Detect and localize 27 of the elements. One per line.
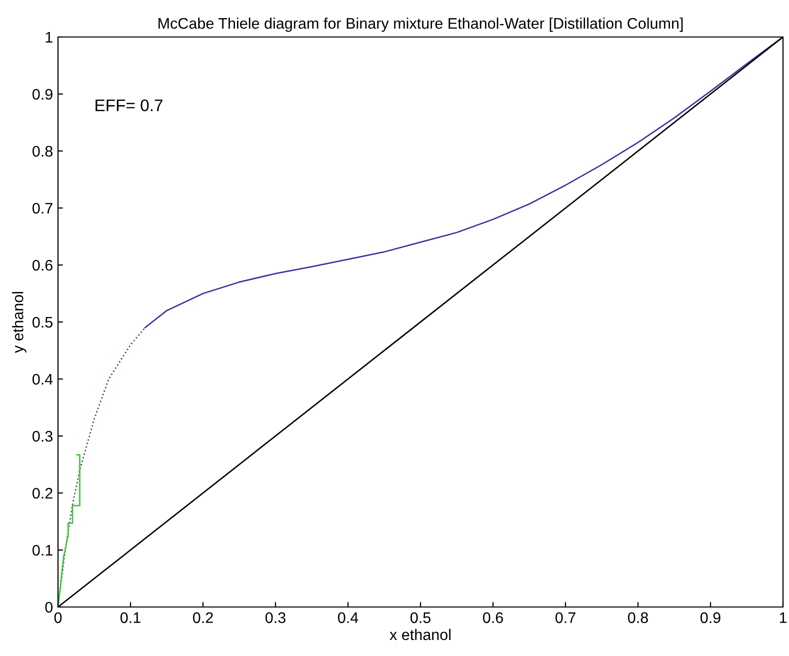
y-tick-label: 0.8 (32, 146, 52, 157)
y-tick-label: 0.4 (32, 374, 53, 385)
chart-title: McCabe Thiele diagram for Binary mixture Ethanol-Water [Distillation Column] (158, 18, 683, 32)
x-tick-label: 0.4 (338, 612, 358, 624)
annotation: EFF= 0.7 (96, 99, 162, 112)
y-tick-label: 0.1 (32, 544, 52, 556)
x-tick-label: 0.8 (628, 612, 648, 624)
x-tick-label: 0.6 (482, 612, 503, 624)
x-tick-label: 0.2 (192, 612, 213, 624)
x-tick-label: 1 (780, 612, 787, 623)
line-series (58, 454, 80, 607)
y-tick-label: 0.6 (32, 260, 52, 271)
y-axis-title: y ethanol (12, 292, 26, 353)
y-tick-label: 1 (46, 32, 52, 43)
y-tick-label: 0.3 (32, 430, 52, 442)
y-tick-label: 0 (45, 602, 53, 613)
x-tick-label: 0.1 (120, 612, 140, 624)
y-tick-label: 0.2 (32, 488, 52, 499)
x-tick-label: 0.5 (410, 612, 430, 624)
y-tick-label: 0.7 (32, 202, 52, 214)
y-tick-label: 0.9 (32, 88, 52, 100)
x-tick-label: 0.3 (265, 612, 286, 624)
x-tick-label: 0.9 (700, 612, 720, 624)
x-tick-label: 0.7 (555, 612, 576, 624)
x-tick-label: 0 (54, 612, 62, 624)
x-axis-title: x ethanol (390, 628, 450, 640)
y-tick-label: 0.5 (32, 316, 52, 328)
